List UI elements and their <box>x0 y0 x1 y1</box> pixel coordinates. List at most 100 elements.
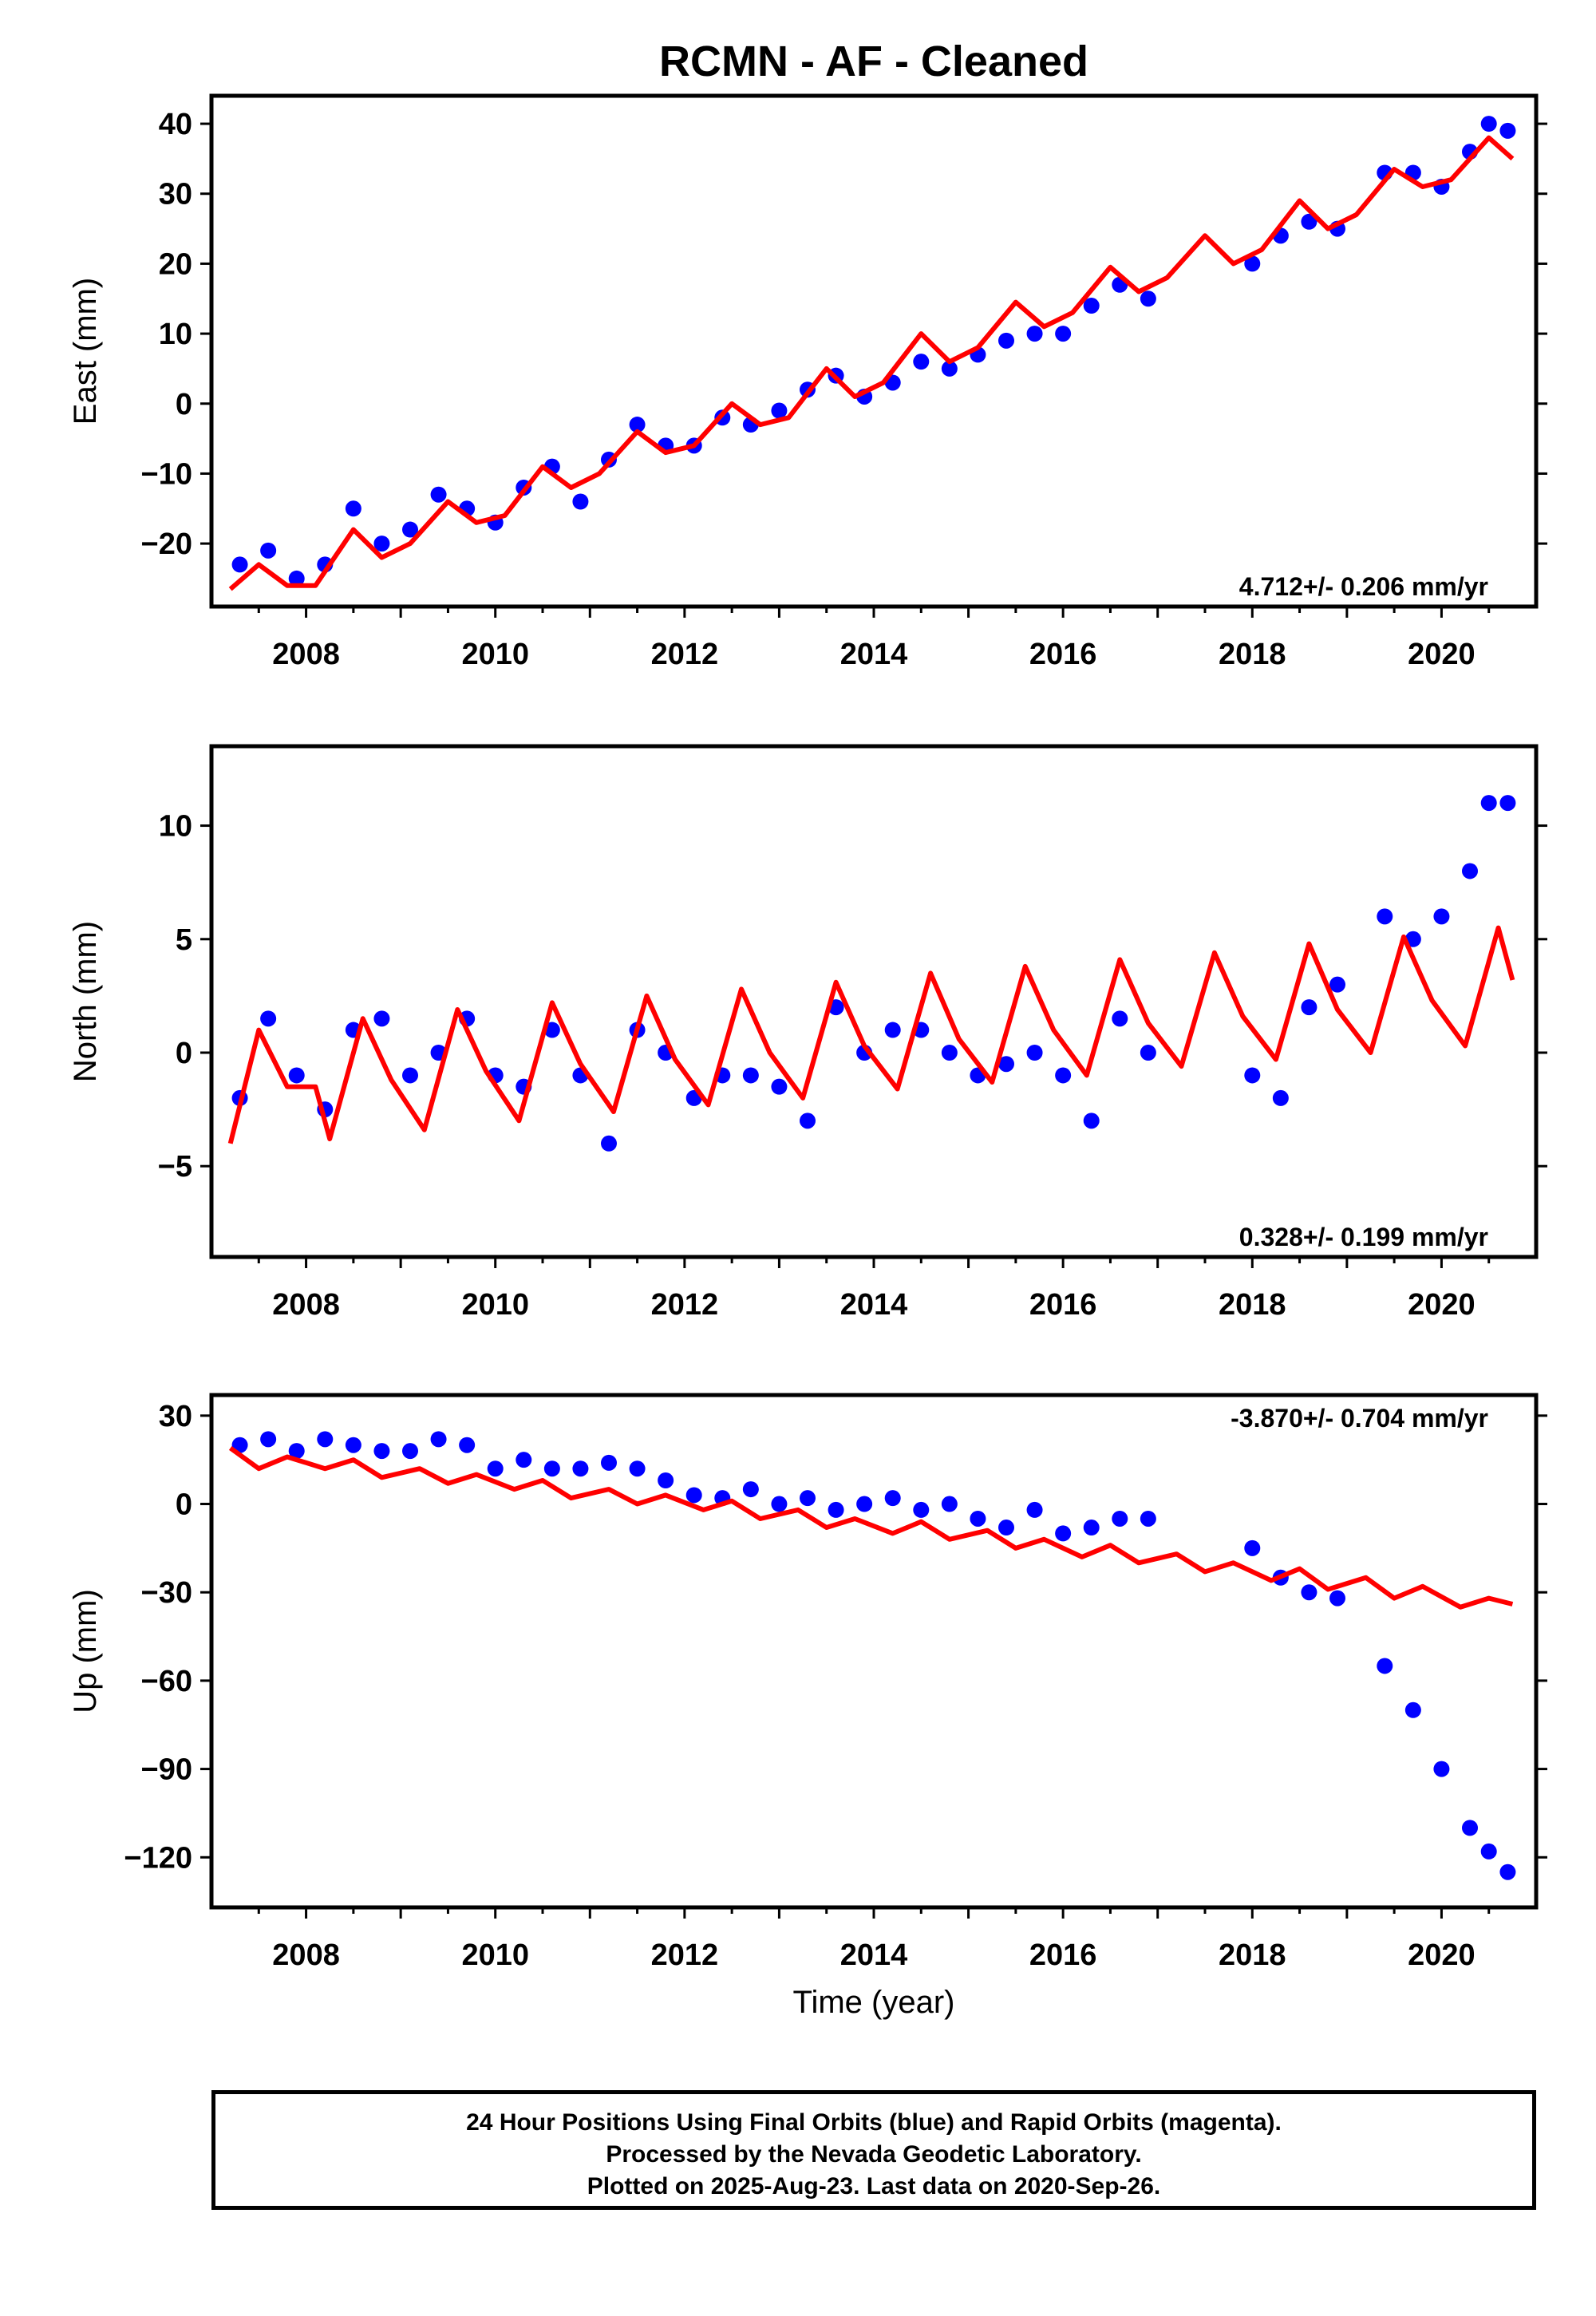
data-point <box>1140 1045 1156 1061</box>
data-point <box>629 1460 646 1477</box>
data-point <box>998 332 1014 349</box>
panel-3: −120 −90 −60 −30 0 30 2008 2010 2012 2014 2016 2018… <box>68 1393 1547 2020</box>
y-tick-label: 40 <box>159 108 192 141</box>
y-tick-label: 20 <box>159 247 192 281</box>
data-point <box>373 536 390 552</box>
data-point <box>1301 999 1317 1016</box>
x-tick-label: 2012 <box>651 638 719 671</box>
data-point <box>828 1501 844 1518</box>
y-tick-label: −10 <box>141 457 192 491</box>
data-point <box>1301 1584 1317 1601</box>
model-curve <box>228 135 1515 591</box>
x-tick-label: 2020 <box>1408 1939 1476 1972</box>
x-tick-label: 2008 <box>272 1288 340 1322</box>
y-tick-label: −90 <box>141 1753 192 1787</box>
data-point <box>998 1520 1014 1536</box>
data-point <box>884 1022 901 1038</box>
data-point <box>543 1460 560 1477</box>
y-tick-label: 0 <box>176 1037 192 1070</box>
data-point <box>658 1472 674 1488</box>
data-point <box>288 1443 305 1460</box>
data-points <box>231 1431 1516 1880</box>
data-point <box>231 556 248 573</box>
data-point <box>1112 1010 1128 1027</box>
data-point <box>1026 1501 1043 1518</box>
rate-label: 0.328+/- 0.199 mm/yr <box>1239 1223 1488 1251</box>
x-tick-label: 2012 <box>651 1939 719 1972</box>
y-tick-label: −60 <box>141 1665 192 1698</box>
data-point <box>1026 1045 1043 1061</box>
data-point <box>800 1113 816 1129</box>
data-point <box>260 1431 277 1448</box>
data-point <box>771 1496 788 1512</box>
y-tick-label: 5 <box>176 923 192 957</box>
y-tick-label: 0 <box>176 1488 192 1522</box>
data-point <box>1026 326 1043 342</box>
x-tick-label: 2016 <box>1029 1939 1097 1972</box>
data-point <box>402 1443 418 1460</box>
data-point <box>1480 116 1497 132</box>
data-point <box>1272 1089 1289 1106</box>
data-point <box>1329 1590 1345 1607</box>
data-point <box>430 1431 447 1448</box>
data-points <box>231 116 1516 587</box>
data-point <box>1433 908 1450 925</box>
plot-frame <box>209 744 1539 1259</box>
data-point <box>260 542 277 559</box>
data-point <box>771 402 788 419</box>
data-point <box>1329 976 1345 993</box>
x-tick-label: 2014 <box>840 638 908 671</box>
x-tick-label: 2010 <box>461 1288 529 1322</box>
y-tick-label: 10 <box>159 810 192 844</box>
data-point <box>1377 908 1393 925</box>
data-point <box>345 1437 361 1453</box>
data-point <box>629 417 646 433</box>
model-curve <box>227 925 1515 1144</box>
y-tick-label: 0 <box>176 388 192 421</box>
data-point <box>572 493 589 510</box>
data-point <box>1499 1863 1516 1880</box>
data-point <box>856 1496 873 1512</box>
chart-title: RCMN - AF - Cleaned <box>659 38 1088 85</box>
data-point <box>1083 298 1100 314</box>
data-point <box>572 1460 589 1477</box>
panel-1: −20 −10 0 10 20 30 40 2008 2010 2012 2014 2016 2018 2… <box>68 93 1547 671</box>
x-tick-label: 2008 <box>272 638 340 671</box>
x-tick-label: 2014 <box>840 1939 908 1972</box>
data-point <box>1404 931 1421 947</box>
footer-line-1: 24 Hour Positions Using Final Orbits (bl… <box>466 2109 1282 2136</box>
y-tick-label: −120 <box>124 1841 192 1875</box>
data-point <box>1404 1701 1421 1718</box>
data-point <box>970 1510 986 1527</box>
data-point <box>373 1443 390 1460</box>
data-point <box>260 1010 277 1027</box>
data-point <box>913 1501 930 1518</box>
data-point <box>884 1490 901 1507</box>
y-tick-label: −5 <box>158 1150 192 1184</box>
x-tick-label: 2014 <box>840 1288 908 1322</box>
x-tick-label: 2018 <box>1219 1288 1286 1322</box>
rate-label: 4.712+/- 0.206 mm/yr <box>1239 572 1488 601</box>
data-point <box>1377 1658 1393 1674</box>
data-point <box>345 500 361 517</box>
x-tick-label: 2016 <box>1029 638 1097 671</box>
x-tick-label: 2018 <box>1219 1939 1286 1972</box>
data-point <box>941 1045 958 1061</box>
data-point <box>771 1078 788 1095</box>
x-axis-label: Time (year) <box>793 1985 955 2020</box>
data-point <box>742 1067 759 1084</box>
x-tick-label: 2016 <box>1029 1288 1097 1322</box>
data-point <box>543 1022 560 1038</box>
data-point <box>685 1487 702 1504</box>
data-point <box>516 1452 532 1468</box>
data-point <box>1055 326 1072 342</box>
data-point <box>742 1481 759 1498</box>
data-point <box>402 521 418 538</box>
y-axis-label: East (mm) <box>68 278 103 425</box>
data-point <box>601 1454 617 1471</box>
data-point <box>1083 1520 1100 1536</box>
data-point <box>941 1496 958 1512</box>
y-tick-label: 10 <box>159 318 192 351</box>
data-point <box>1055 1525 1072 1542</box>
